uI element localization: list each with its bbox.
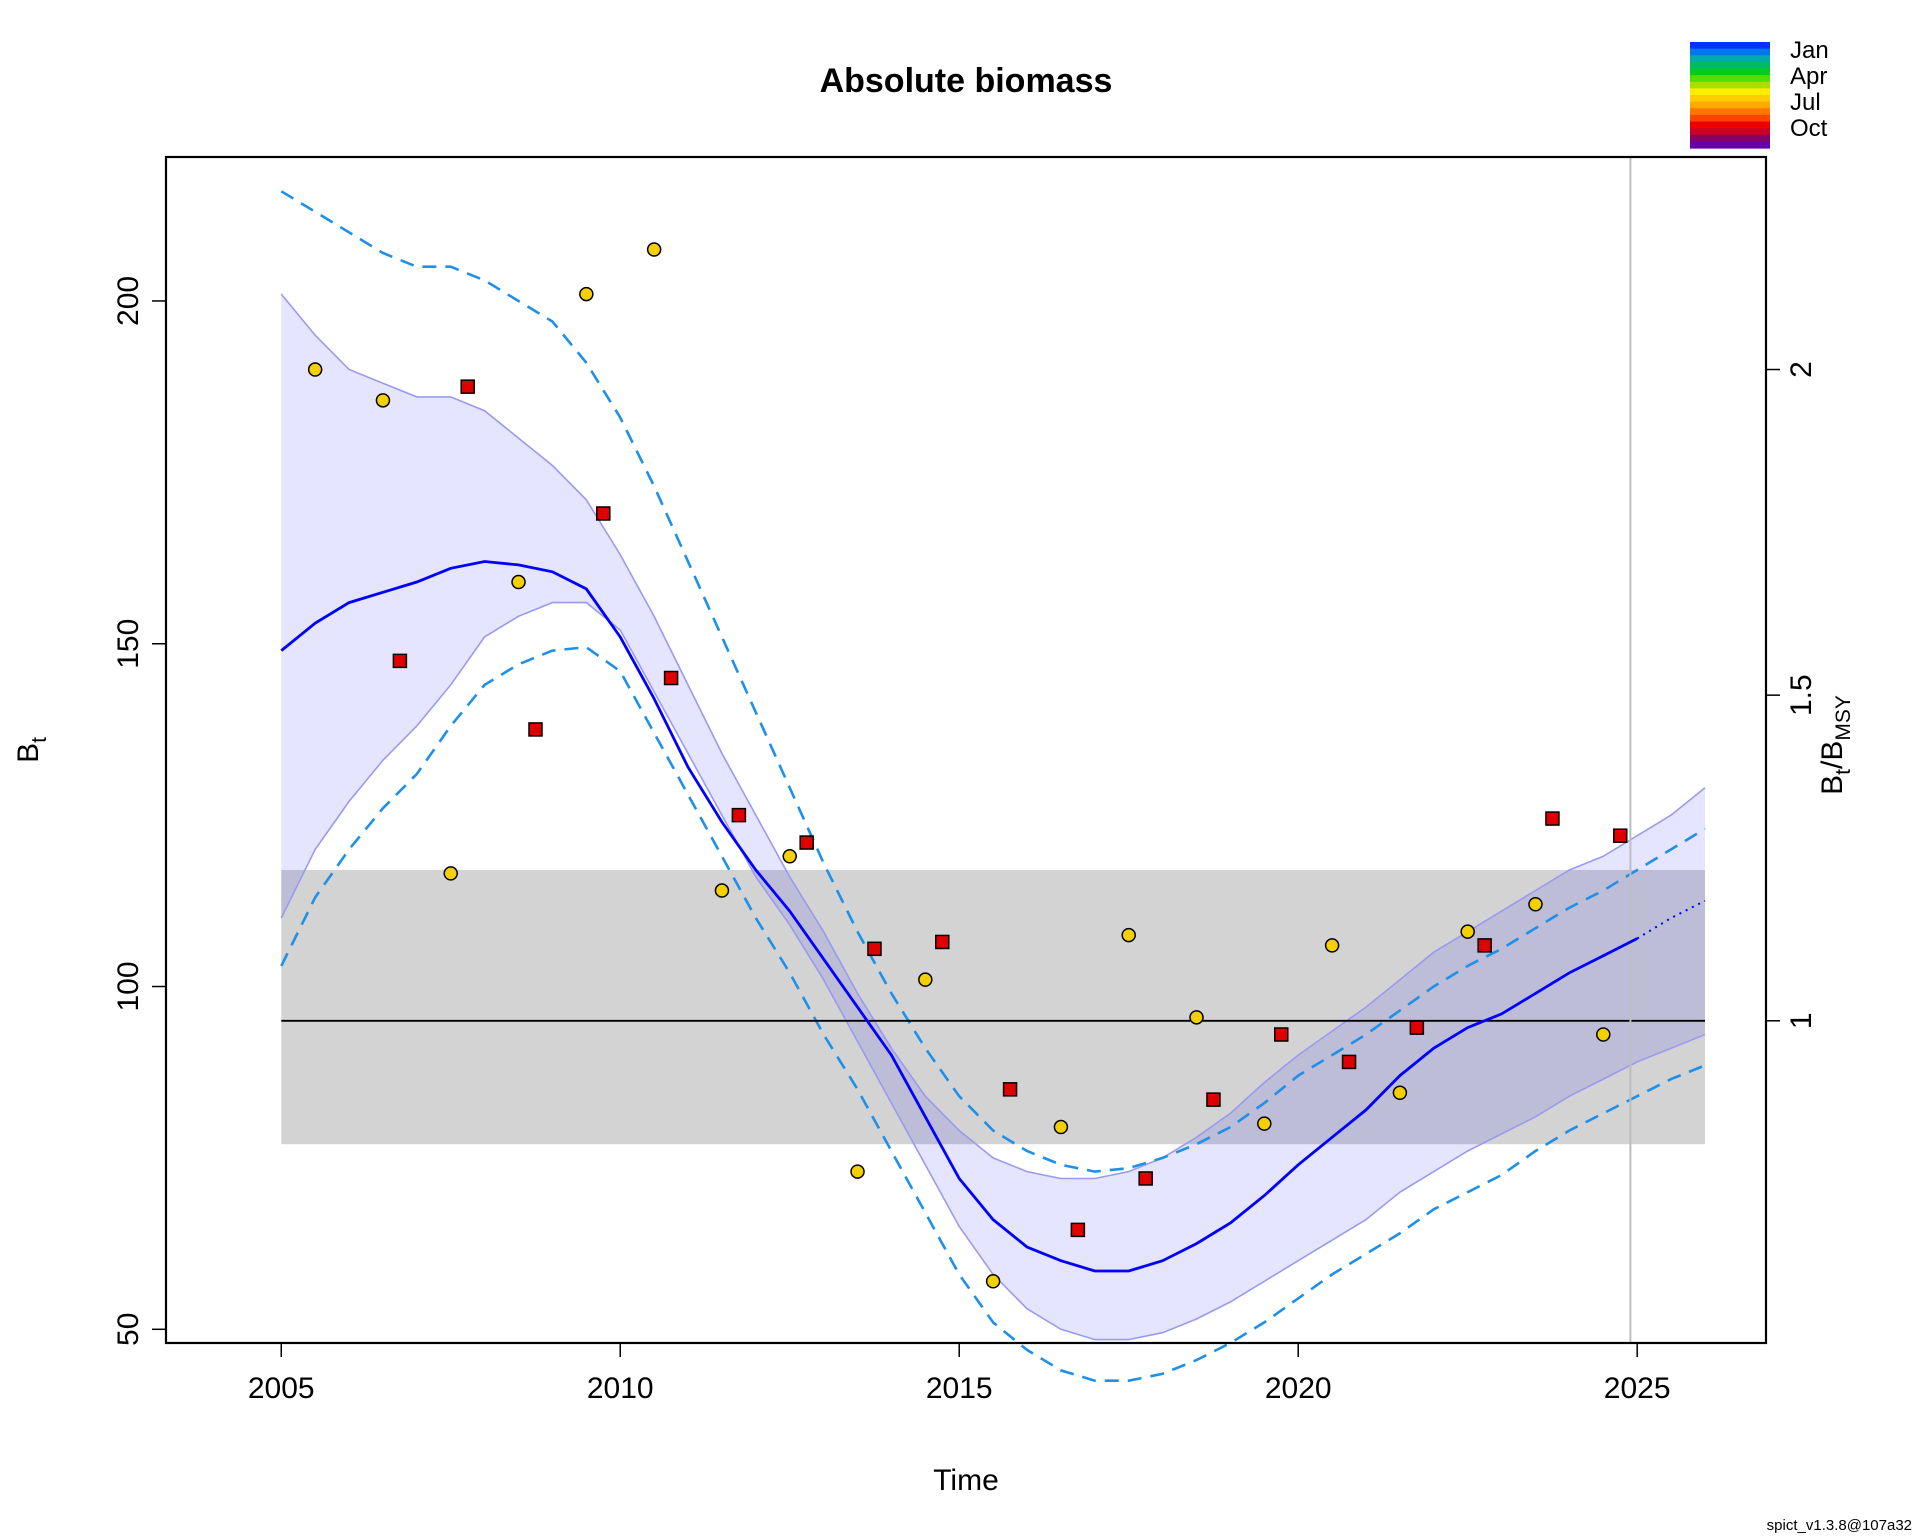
observation-point-circle: [1326, 939, 1339, 952]
x-tick-label: 2015: [926, 1372, 993, 1405]
y-axis-label-sub: t: [28, 737, 51, 743]
legend-color-swatch: [1690, 135, 1770, 142]
observation-point-circle: [919, 973, 932, 986]
observation-point-square: [936, 935, 949, 948]
y-tick-label: 150: [112, 619, 145, 669]
observation-point-circle: [851, 1165, 864, 1178]
observation-point-circle: [1393, 1086, 1406, 1099]
y-axis-label-main: B: [12, 743, 45, 763]
observation-point-circle: [987, 1275, 1000, 1288]
y2-axis: 11.52: [1766, 361, 1818, 1029]
observation-point-square: [1207, 1093, 1220, 1106]
observation-point-circle: [309, 363, 322, 376]
observation-point-square: [1343, 1055, 1356, 1068]
y-tick-label: 200: [112, 276, 145, 326]
ci-band-fill: [281, 294, 1705, 1340]
legend-color-swatch: [1690, 75, 1770, 82]
observation-point-square: [461, 380, 474, 393]
observation-point-square: [529, 723, 542, 736]
observation-point-circle: [1054, 1121, 1067, 1134]
y-tick-label: 100: [112, 961, 145, 1011]
legend-label: Apr: [1790, 63, 1827, 90]
x-axis: 2005 2010 2015 2020 2025: [248, 1343, 1671, 1405]
observation-point-square: [665, 672, 678, 685]
observation-point-circle: [444, 867, 457, 880]
legend-color-swatch: [1690, 122, 1770, 129]
observation-point-square: [1614, 829, 1627, 842]
legend-color-swatch: [1690, 82, 1770, 89]
footer-version: spict_v1.3.8@107a32: [1767, 1517, 1912, 1534]
observation-point-circle: [1529, 898, 1542, 911]
y-tick-label: 50: [112, 1313, 145, 1346]
legend-color-swatch: [1690, 62, 1770, 69]
observation-point-square: [1546, 812, 1559, 825]
legend-color-swatch: [1690, 69, 1770, 76]
observation-point-circle: [512, 576, 525, 589]
observation-point-circle: [1597, 1028, 1610, 1041]
observation-point-square: [1004, 1083, 1017, 1096]
y2-axis-label: Bt/BMSY: [1816, 695, 1855, 795]
x-tick-label: 2010: [587, 1372, 654, 1405]
legend-color-swatch: [1690, 42, 1770, 49]
observation-point-square: [800, 836, 813, 849]
observation-point-circle: [1122, 929, 1135, 942]
observation-point-circle: [580, 288, 593, 301]
y2-axis-label-sep: /B: [1816, 741, 1849, 769]
x-tick-label: 2020: [1265, 1372, 1332, 1405]
x-tick-label: 2025: [1604, 1372, 1671, 1405]
observation-point-circle: [783, 850, 796, 863]
legend-color-swatch: [1690, 108, 1770, 115]
observation-point-square: [1071, 1223, 1084, 1236]
legend-color-swatch: [1690, 88, 1770, 95]
observation-point-circle: [648, 243, 661, 256]
legend-label: Jan: [1790, 37, 1829, 64]
observation-point-square: [732, 809, 745, 822]
legend-color-swatch: [1690, 102, 1770, 109]
observation-point-circle: [1190, 1011, 1203, 1024]
y2-axis-label-main: B: [1816, 775, 1849, 795]
y2-tick-label: 2: [1785, 361, 1818, 378]
x-tick-label: 2005: [248, 1372, 315, 1405]
observation-point-square: [868, 942, 881, 955]
y2-tick-label: 1: [1785, 1012, 1818, 1029]
observation-point-circle: [1461, 925, 1474, 938]
legend-color-swatch: [1690, 115, 1770, 122]
y2-axis-label-sub2: MSY: [1832, 695, 1855, 741]
observation-point-square: [597, 507, 610, 520]
observation-point-circle: [715, 884, 728, 897]
legend-color-swatch: [1690, 49, 1770, 56]
legend-label: Jul: [1790, 89, 1821, 116]
legend-label: Oct: [1790, 115, 1828, 142]
y-axis: 50 100 150 200: [112, 276, 166, 1346]
observation-point-square: [1139, 1172, 1152, 1185]
observation-point-circle: [376, 394, 389, 407]
x-axis-label: Time: [933, 1464, 999, 1497]
chart-title: Absolute biomass: [820, 62, 1113, 100]
observation-point-square: [1275, 1028, 1288, 1041]
legend-color-swatch: [1690, 128, 1770, 135]
y2-tick-label: 1.5: [1785, 674, 1818, 716]
observation-point-square: [393, 654, 406, 667]
legend-color-swatch: [1690, 95, 1770, 102]
legend-color-swatch: [1690, 141, 1770, 148]
observation-point-square: [1478, 939, 1491, 952]
legend-color-swatch: [1690, 55, 1770, 62]
y-axis-label: Bt: [12, 737, 51, 763]
observation-point-circle: [1258, 1117, 1271, 1130]
confidence-interval-layer: [281, 294, 1705, 1340]
observation-point-square: [1410, 1021, 1423, 1034]
